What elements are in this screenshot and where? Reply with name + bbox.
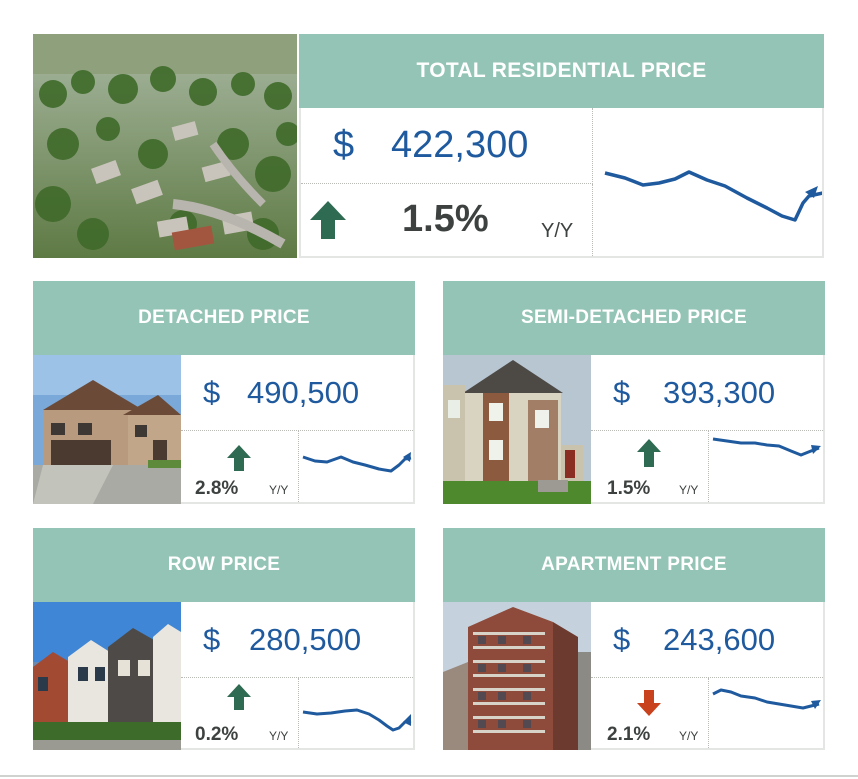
row-card: ROW PRICE $ 280,500 0.2% Y/Y [33,528,415,750]
semi-detached-change: 1.5% Y/Y [591,431,709,502]
detached-trend-sparkline [302,452,412,473]
apartment-building-photo [443,602,591,750]
detached-title: DETACHED PRICE [33,281,415,355]
detached-period: Y/Y [269,483,289,497]
total-title: TOTAL RESIDENTIAL PRICE [299,34,824,108]
total-period: Y/Y [541,220,574,242]
semi-detached-body: $ 393,300 1.5% Y/Y [591,355,825,504]
row-price-value: 280,500 [249,621,362,657]
row-body: $ 280,500 0.2% Y/Y [181,602,415,750]
row-trend-sparkline [302,708,412,732]
currency-symbol: $ [203,374,221,410]
apartment-price-value: 243,600 [663,621,776,657]
row-price: $ 280,500 [181,602,413,678]
semi-detached-trend-sparkline [712,437,821,457]
apartment-trend-sparkline [712,688,821,710]
semi-detached-title: SEMI-DETACHED PRICE [443,281,825,355]
up-arrow-icon [637,439,661,467]
apartment-title: APARTMENT PRICE [443,528,825,602]
detached-change: 2.8% Y/Y [181,431,299,502]
semi-detached-price: $ 393,300 [591,355,823,431]
detached-body: $ 490,500 2.8% Y/Y [181,355,415,504]
up-arrow-icon [227,684,251,710]
detached-price-value: 490,500 [247,374,360,410]
total-residential-card: TOTAL RESIDENTIAL PRICE $ 422,300 1.5% Y… [33,34,824,258]
row-house-photo [33,602,181,750]
aerial-neighbourhood-photo [33,34,297,258]
detached-change-value: 2.8% [195,478,239,499]
apartment-change-value: 2.1% [607,724,651,745]
semi-detached-price-value: 393,300 [663,374,776,410]
row-change: 0.2% Y/Y [181,678,299,748]
total-price-value: 422,300 [391,124,529,166]
semi-detached-period: Y/Y [679,483,699,497]
detached-price: $ 490,500 [181,355,413,431]
up-arrow-icon [227,445,251,471]
apartment-period: Y/Y [679,729,699,743]
detached-house-photo [33,355,181,504]
apartment-price: $ 243,600 [591,602,823,678]
semi-detached-house-photo [443,355,591,504]
detached-card: DETACHED PRICE $ 490,500 2. [33,281,415,504]
apartment-card: APARTMENT PRICE $ 243,600 [443,528,825,750]
total-price: $ 422,300 [301,108,593,184]
total-trend-sparkline [604,170,822,222]
down-arrow-icon [637,690,661,716]
bottom-divider [0,775,858,777]
apartment-change: 2.1% Y/Y [591,678,709,748]
currency-symbol: $ [613,374,631,410]
total-body: $ 422,300 1.5% Y/Y [299,108,824,258]
apartment-body: $ 243,600 2.1% Y/Y [591,602,825,750]
total-change-value: 1.5% [402,198,489,240]
currency-symbol: $ [333,124,355,166]
row-change-value: 0.2% [195,724,239,745]
row-period: Y/Y [269,729,289,743]
semi-detached-card: SEMI-DETACHED PRICE $ 393,300 [443,281,825,504]
currency-symbol: $ [613,621,631,657]
up-arrow-icon [310,201,346,239]
semi-detached-change-value: 1.5% [607,478,651,499]
row-title: ROW PRICE [33,528,415,602]
total-change: 1.5% Y/Y [301,184,593,256]
currency-symbol: $ [203,621,221,657]
